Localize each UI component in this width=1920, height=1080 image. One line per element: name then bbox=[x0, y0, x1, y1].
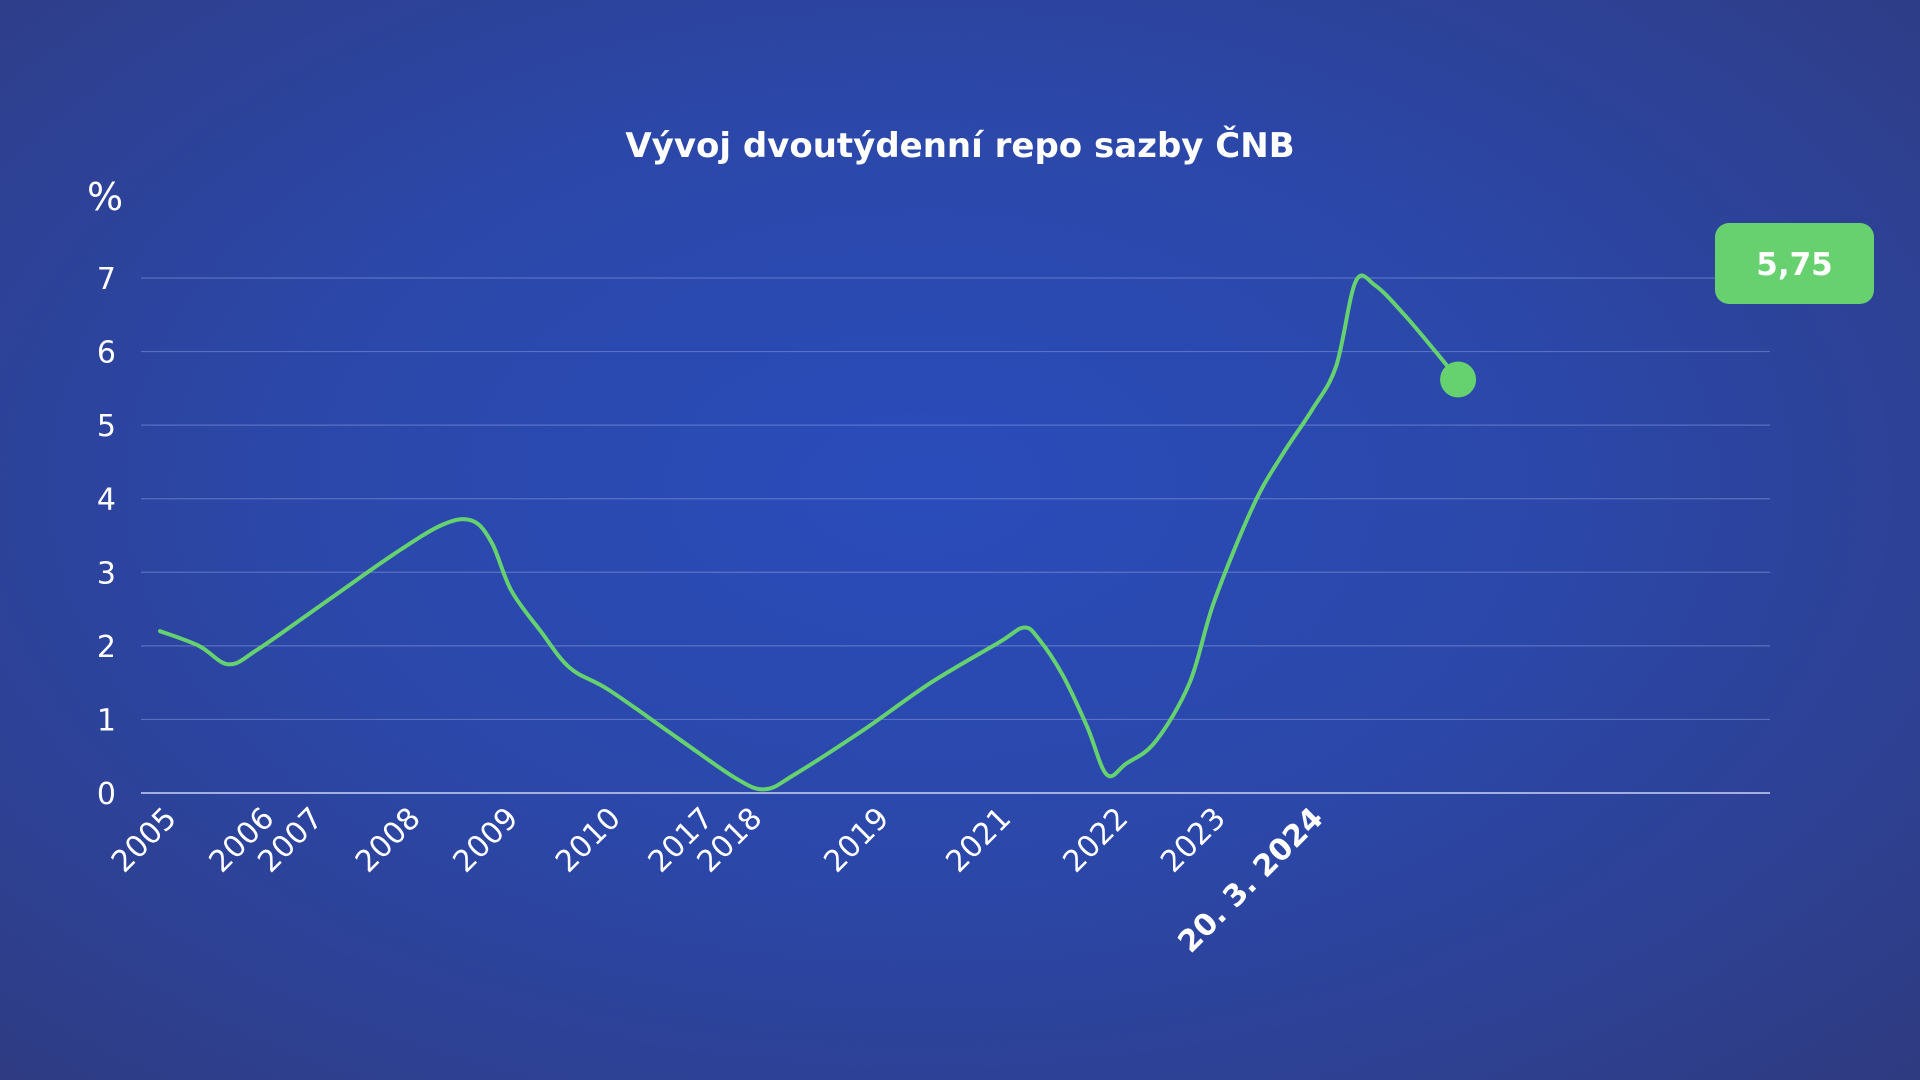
x-tick-label: 2010 bbox=[549, 801, 628, 880]
x-tick-label: 2008 bbox=[349, 801, 428, 880]
y-tick-label-2: 2 bbox=[97, 630, 116, 665]
x-tick-label: 2005 bbox=[105, 801, 184, 880]
y-tick-label-5: 5 bbox=[97, 409, 116, 444]
end-value-box bbox=[1715, 223, 1874, 304]
y-tick-label-3: 3 bbox=[97, 556, 116, 591]
end-value-label: 5,75 bbox=[1756, 247, 1833, 283]
y-tick-label-4: 4 bbox=[97, 483, 116, 518]
series-end-point bbox=[1440, 361, 1477, 398]
x-tick-label: 2019 bbox=[817, 801, 896, 880]
end-value-callout: 5,75 bbox=[1715, 223, 1874, 304]
x-tick-label: 2009 bbox=[447, 801, 526, 880]
x-tick-label: 2021 bbox=[939, 801, 1018, 880]
y-tick-label-7: 7 bbox=[97, 262, 116, 297]
y-tick-label-1: 1 bbox=[97, 703, 116, 738]
y-tick-label-6: 6 bbox=[97, 336, 116, 371]
series bbox=[158, 273, 1477, 792]
grid-lines bbox=[141, 277, 1770, 794]
y-tick-label-0: 0 bbox=[97, 777, 116, 812]
y-axis-unit: % bbox=[87, 175, 123, 219]
x-tick-label: 2022 bbox=[1057, 801, 1136, 880]
chart-title: Vývoj dvoutýdenní repo sazby ČNB bbox=[625, 125, 1294, 166]
series-line bbox=[158, 273, 1461, 792]
x-tick-label: 2023 bbox=[1154, 801, 1233, 880]
y-axis-ticks: 0 1 2 3 4 5 6 7 bbox=[97, 262, 116, 812]
